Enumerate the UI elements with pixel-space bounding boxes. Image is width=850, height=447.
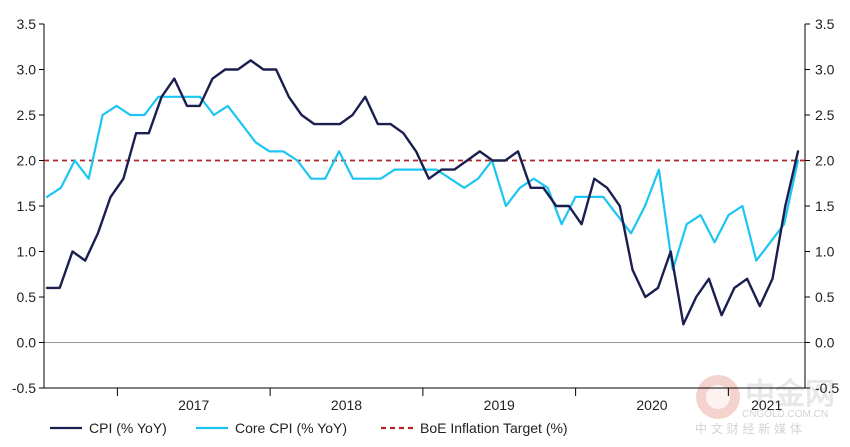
y-tick-label-left: 0.5 (17, 289, 37, 305)
y-tick-label-right: 1.0 (815, 244, 835, 260)
y-tick-label-left: 3.0 (17, 62, 37, 78)
watermark-main-text: 中金网 (745, 377, 835, 412)
x-year-label-2020: 2020 (636, 397, 667, 413)
axes-layer: -0.5 -0.5 0.0 0.0 0.5 0.5 1.0 1.0 1.5 1.5 2.0 2.0 2.… (12, 16, 839, 413)
y-tick-label-right: 0.0 (815, 335, 835, 351)
legend-label-cpi: CPI (% YoY) (89, 420, 167, 436)
y-tick-label-left: 2.5 (17, 107, 37, 123)
watermark-sub-text: 中 文 财 经 新 媒 体 (695, 421, 802, 436)
y-tick-label-right: 3.5 (815, 16, 835, 32)
y-tick-label-right: 2.5 (815, 107, 835, 123)
core-cpi-line (45, 95, 800, 271)
watermark-domain-text: CNGOLD.COM.CN (742, 409, 828, 420)
x-year-label-2021: 2021 (751, 397, 782, 413)
y-tick-label-left: 3.5 (17, 16, 37, 32)
legend-label-core-cpi: Core CPI (% YoY) (235, 420, 347, 436)
y-tick-label-left: 1.5 (17, 198, 37, 214)
y-tick-label-right: 1.5 (815, 198, 835, 214)
y-tick-label-left: 2.0 (17, 153, 37, 169)
watermark-logo-inner-icon (706, 385, 730, 409)
y-tick-label-right: -0.5 (815, 380, 839, 396)
y-tick-label-right: 3.0 (815, 62, 835, 78)
y-tick-label-left: -0.5 (12, 380, 36, 396)
y-tick-label-right: 0.5 (815, 289, 835, 305)
cpi-line (45, 59, 800, 326)
y-tick-label-left: 0.0 (17, 335, 37, 351)
x-year-label-2018: 2018 (331, 397, 362, 413)
y-tick-label-right: 2.0 (815, 153, 835, 169)
y-tick-label-left: 1.0 (17, 244, 37, 260)
x-year-label-2019: 2019 (484, 397, 515, 413)
legend-label-boe-target: BoE Inflation Target (%) (420, 420, 568, 436)
watermark: 中金网 CNGOLD.COM.CN 中 文 财 经 新 媒 体 (695, 375, 835, 436)
lines-layer (44, 59, 805, 326)
legend: CPI (% YoY) Core CPI (% YoY) BoE Inflati… (50, 420, 568, 436)
x-year-label-2017: 2017 (178, 397, 209, 413)
